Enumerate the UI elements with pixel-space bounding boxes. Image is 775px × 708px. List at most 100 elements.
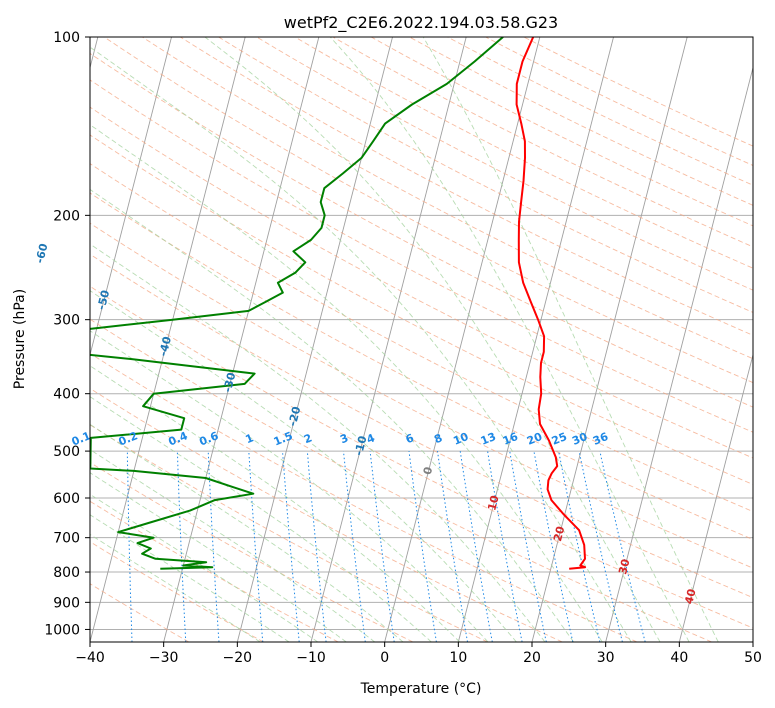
x-tick-label: −10	[296, 650, 326, 666]
mixing-ratio-line	[487, 451, 523, 642]
x-tick-label: −20	[223, 650, 253, 666]
moist-adiabat-line	[90, 396, 432, 642]
isotherm-line	[236, 37, 393, 642]
dry-adiabat-line	[370, 37, 753, 227]
axis-layer: −40 −30 −20 −10 0 10 20 30 40 5010020030040050060…	[44, 30, 762, 666]
chart-title: wetPf2_C2E6.2022.194.03.58.G23	[284, 13, 558, 33]
dry-adiabat-line	[90, 500, 339, 642]
isotherm-label: -40	[157, 335, 175, 358]
y-tick-label: 300	[53, 313, 80, 329]
temperature-profile-line	[515, 37, 587, 570]
mixing-ratio-label: 36	[591, 430, 610, 448]
mixing-ratio-line	[459, 451, 493, 642]
grid-layer	[90, 37, 753, 642]
x-tick-label: 20	[523, 650, 541, 666]
dry-adiabat-line	[90, 134, 753, 485]
mixing-ratio-line	[533, 451, 574, 642]
y-tick-label: 700	[53, 531, 80, 547]
isotherm-label: 10	[485, 494, 501, 512]
y-tick-label: 900	[53, 595, 80, 611]
isotherm-label: -20	[286, 405, 304, 428]
mixing-ratio-label: 13	[479, 430, 498, 448]
x-tick-label: 30	[597, 650, 615, 666]
mixing-ratio-line	[599, 451, 646, 642]
dry-adiabat-line	[90, 192, 753, 541]
isotherm-label: -50	[95, 288, 113, 311]
plot-frame	[89, 36, 754, 643]
x-tick-label: 10	[449, 650, 467, 666]
dewpoint-profile-line	[90, 37, 504, 570]
y-tick-label: 600	[53, 491, 80, 507]
mixing-ratio-line	[437, 451, 468, 642]
dry-adiabat-line	[90, 253, 753, 599]
mixing-ratio-label: 1	[244, 431, 256, 446]
mixing-ratio-label: 30	[570, 430, 589, 448]
moist-adiabat-line	[90, 423, 404, 642]
mixing-ratio-label: 16	[501, 430, 520, 448]
isotherm-label: -30	[221, 371, 239, 394]
isotherm-line	[90, 37, 172, 357]
isotherm-label: 20	[551, 525, 567, 543]
moist-adiabat-line	[422, 37, 719, 642]
dry-adiabat-line	[90, 222, 753, 569]
x-tick-label: −40	[75, 650, 105, 666]
isotherm-label: 40	[682, 587, 698, 605]
dry-adiabat-line	[90, 318, 712, 642]
y-tick-label: 200	[53, 208, 80, 224]
dry-adiabat-line	[90, 285, 753, 629]
x-tick-label: −30	[149, 650, 179, 666]
isotherm-label: -60	[33, 242, 51, 265]
moist-adiabat-line	[204, 37, 661, 642]
y-tick-label: 800	[53, 565, 80, 581]
data-layer	[90, 37, 587, 570]
dry-adiabat-line	[409, 37, 753, 206]
moist-adiabat-line	[90, 124, 603, 642]
isotherm-line	[457, 37, 614, 642]
mixing-ratio-label: 2	[302, 431, 314, 446]
mixing-ratio-line	[509, 451, 547, 642]
dry-adiabat-line	[90, 106, 753, 459]
isotherm-label: 30	[616, 557, 632, 575]
mixing-ratio-label: 3	[338, 431, 350, 446]
y-tick-label: 500	[53, 444, 80, 460]
isotherm-line	[531, 37, 688, 642]
mixing-ratio-line	[578, 451, 623, 642]
mixing-ratio-label: 20	[525, 430, 544, 448]
moist-adiabat-line	[90, 290, 517, 642]
isotherm-line	[163, 37, 320, 642]
moist-adiabat-line	[90, 472, 347, 642]
mixing-ratio-line	[369, 451, 395, 642]
y-axis-label: Pressure (hPa)	[12, 289, 28, 389]
y-tick-label: 100	[53, 30, 80, 46]
y-tick-label: 1000	[44, 622, 80, 638]
isotherm-line	[384, 37, 541, 642]
x-tick-label: 50	[744, 650, 762, 666]
isotherm-line	[678, 353, 753, 642]
x-tick-label: 0	[380, 650, 389, 666]
mixing-ratio-label: 8	[432, 431, 444, 446]
moist-adiabat-line	[90, 46, 632, 642]
x-tick-label: 40	[670, 650, 688, 666]
isotherm-label: 0	[421, 465, 436, 476]
y-tick-label: 400	[53, 387, 80, 403]
mixing-ratio-line	[343, 451, 366, 642]
dry-adiabat-line	[90, 79, 753, 433]
mixing-ratio-label: 10	[451, 430, 470, 448]
mixing-ratio-line	[558, 451, 601, 642]
moist-adiabat-line	[90, 493, 319, 642]
moist-adiabat-line	[90, 449, 376, 642]
mixing-ratio-label: 25	[550, 430, 569, 448]
moist-adiabat-line	[90, 365, 461, 642]
dry-adiabat-line	[218, 37, 753, 313]
dry-adiabat-line	[523, 37, 753, 147]
moist-adiabat-line	[90, 330, 489, 642]
dry-adiabat-line	[90, 352, 638, 642]
dry-adiabat-line	[256, 37, 753, 291]
moist-adiabat-line	[90, 188, 574, 642]
dry-adiabat-line	[103, 37, 753, 384]
mixing-ratio-line	[408, 451, 437, 642]
isotherm-line	[90, 37, 246, 642]
isotherm-label: -10	[352, 434, 370, 457]
x-axis-label: Temperature (°C)	[360, 681, 482, 697]
